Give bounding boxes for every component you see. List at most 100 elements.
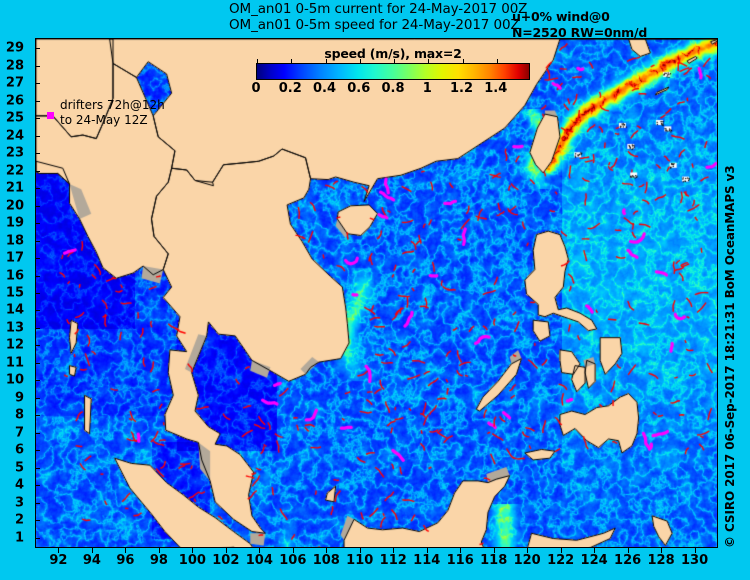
y-axis-tick-label: 25 [5, 110, 24, 126]
y-axis-tick-label: 2 [14, 512, 24, 528]
colorbar-tick-label: 1.4 [484, 81, 508, 96]
x-axis-labels: 92 94 96 98 100 102 104 106 108 110 112 114 116 118 12… [0, 553, 750, 575]
drifter-count-label: N=2520 RW=0nm/d [512, 25, 648, 40]
drifter-legend-marker-icon [47, 112, 54, 119]
colorbar-tick [291, 59, 293, 64]
y-axis-tick [35, 293, 40, 294]
colorbar-tick [462, 59, 464, 64]
colorbar-tick [394, 59, 395, 64]
y-axis-tick [35, 170, 40, 172]
y-axis-tick [35, 520, 40, 522]
colorbar-tick-label: 0 [251, 81, 261, 96]
y-axis-tick-label: 9 [14, 390, 24, 406]
map-plot-area [35, 38, 718, 548]
x-axis-tick [493, 548, 495, 553]
y-axis-tick-label: 1 [14, 530, 24, 546]
colorbar-tick [257, 59, 258, 64]
y-axis-tick-label: 19 [5, 215, 24, 231]
y-axis-tick [35, 153, 40, 155]
x-axis-tick [292, 548, 294, 553]
x-axis-tick-label: 124 [580, 553, 608, 568]
y-axis-tick-label: 27 [5, 75, 24, 91]
colorbar: speed (m/s), max=2 0 0.2 0.4 0.6 0.8 1 1.2 1.4 [251, 46, 530, 99]
x-axis-tick-label: 94 [82, 553, 101, 568]
y-axis-tick [35, 188, 40, 190]
x-axis-tick [694, 548, 696, 553]
x-axis-tick-label: 100 [178, 553, 206, 568]
x-axis-tick-label: 112 [379, 553, 407, 568]
colorbar-tick-label: 0.4 [312, 81, 337, 96]
x-axis-tick-label: 118 [480, 553, 508, 568]
drifter-legend-line1: drifters 72h@12h [60, 98, 165, 112]
y-axis-tick [35, 83, 40, 85]
y-axis-tick-label: 13 [5, 320, 24, 336]
y-axis-tick [35, 258, 40, 260]
y-axis-tick-label: 28 [5, 58, 24, 74]
y-axis-tick [35, 310, 40, 312]
x-axis-tick-label: 102 [212, 553, 240, 568]
colorbar-tick-label: 0.2 [278, 81, 302, 96]
ocean-current-speed-map [36, 39, 717, 547]
y-axis-tick [35, 345, 40, 347]
drifter-legend-note: drifters 72h@12h to 24-May 12Z [60, 98, 165, 128]
colorbar-tick [325, 59, 327, 64]
x-axis-tick-label: 116 [446, 553, 474, 568]
x-axis-tick-label: 106 [279, 553, 307, 568]
y-axis-tick [35, 537, 40, 539]
x-axis-tick [460, 548, 462, 553]
x-axis-tick [326, 548, 328, 553]
x-axis-tick-label: 96 [116, 553, 135, 568]
x-axis-tick-label: 114 [413, 553, 441, 568]
y-axis-tick [35, 362, 40, 364]
x-axis-tick [91, 548, 93, 553]
y-axis-tick-label: 12 [5, 337, 24, 353]
y-axis-tick [35, 327, 40, 329]
x-axis-tick [359, 548, 361, 553]
x-axis-tick [426, 548, 428, 553]
x-axis-tick-label: 128 [647, 553, 675, 568]
x-axis-tick [560, 548, 562, 553]
y-axis-tick-label: 14 [5, 302, 24, 318]
y-axis-tick-label: 10 [5, 372, 24, 388]
x-axis-tick [158, 548, 160, 553]
colorbar-tick-label: 0.6 [347, 81, 371, 96]
y-axis-tick [35, 118, 40, 120]
y-axis-tick-label: 29 [5, 40, 24, 56]
colorbar-tick-label: 1 [422, 81, 432, 96]
credit-block: © CSIRO 2017 06-Sep-2017 18:21:31 BoM Oc… [722, 38, 742, 548]
x-axis-tick-label: 104 [245, 553, 273, 568]
y-axis-tick-label: 24 [5, 128, 24, 144]
y-axis-tick-label: 20 [5, 198, 24, 214]
wind-info-label: u+0% wind@0 [512, 9, 610, 24]
x-axis-tick-label: 126 [614, 553, 642, 568]
x-axis-tick-label: 92 [49, 553, 68, 568]
y-axis-tick [35, 240, 40, 242]
y-axis-tick-label: 7 [14, 425, 24, 441]
colorbar-gradient [256, 59, 530, 80]
y-axis-tick-label: 15 [5, 285, 24, 301]
y-axis-tick-label: 5 [14, 460, 24, 476]
y-axis-tick-label: 3 [14, 495, 24, 511]
x-axis-tick [393, 548, 395, 553]
y-axis-tick [35, 100, 40, 102]
drifter-legend-line2: to 24-May 12Z [60, 113, 148, 127]
x-axis-tick-label: 130 [680, 553, 709, 568]
y-axis-tick [35, 485, 40, 487]
y-axis-tick [35, 432, 40, 434]
x-axis-tick [661, 548, 663, 553]
y-axis-tick [35, 397, 40, 399]
x-axis-tick-label: 108 [312, 553, 340, 568]
colorbar-tick [359, 59, 361, 64]
x-axis-tick [58, 548, 60, 553]
colorbar-tick-labels: 0 0.2 0.4 0.6 0.8 1 1.2 1.4 [251, 81, 530, 99]
y-axis-tick-label: 21 [5, 180, 24, 196]
y-axis-tick [35, 502, 40, 504]
y-axis-tick [35, 48, 40, 50]
y-axis-tick-label: 18 [5, 233, 24, 249]
chart-title-speed: OM_an01 0-5m speed for 24-May-2017 00Z [229, 17, 520, 33]
colorbar-tick [496, 59, 498, 64]
y-axis-tick-label: 16 [5, 268, 24, 284]
x-axis-tick [225, 548, 227, 553]
chart-title-current: OM_an01 0-5m current for 24-May-2017 00Z [229, 1, 528, 17]
